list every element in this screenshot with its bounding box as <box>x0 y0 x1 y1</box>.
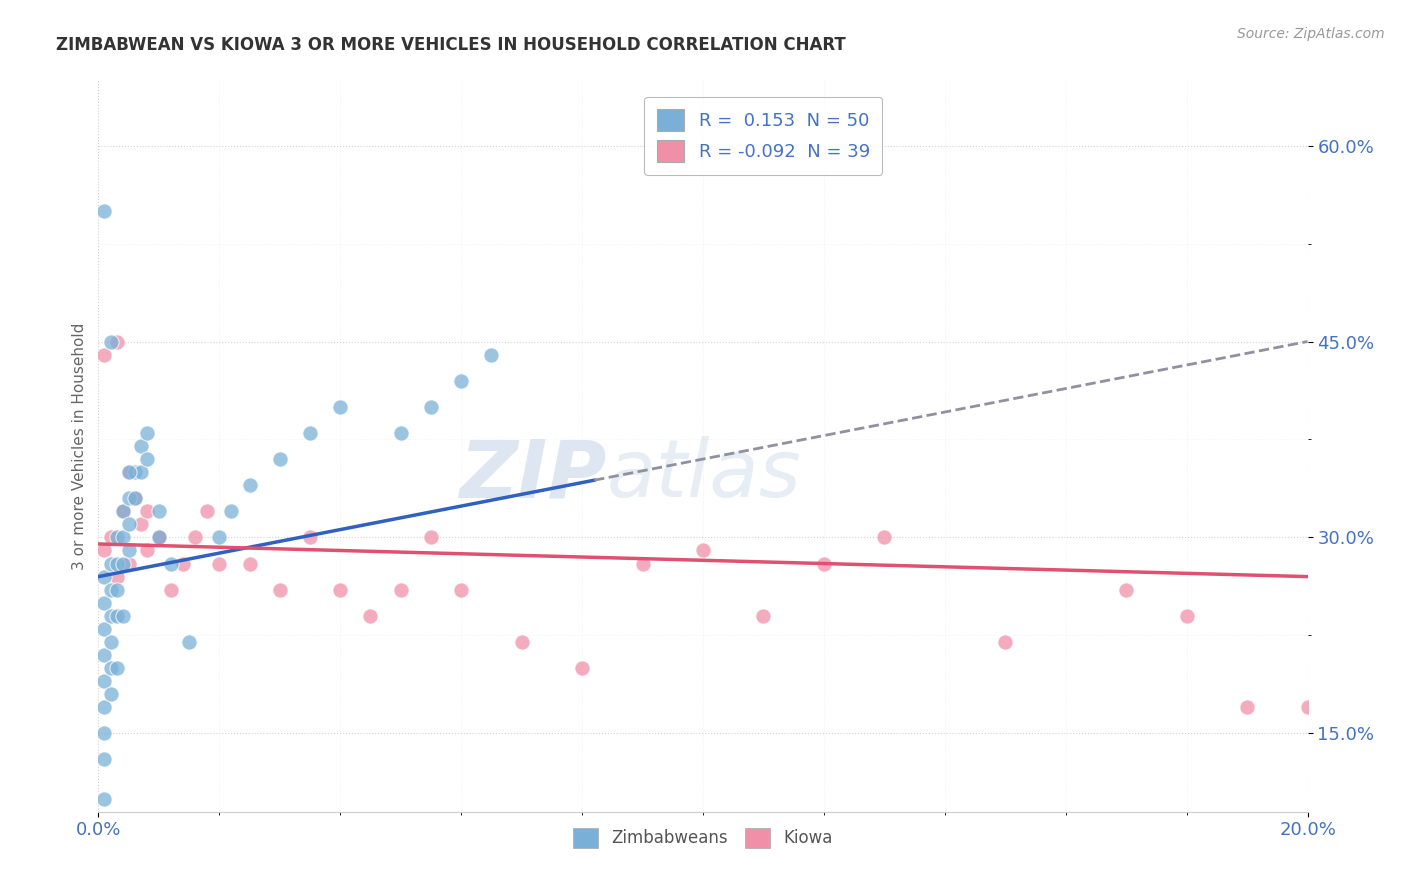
Point <box>208 557 231 571</box>
Point <box>481 347 503 362</box>
Point <box>160 582 183 597</box>
Point <box>105 569 128 583</box>
Y-axis label: 3 or more Vehicles in Household: 3 or more Vehicles in Household <box>72 322 87 570</box>
Point <box>111 530 134 544</box>
Point <box>93 752 115 766</box>
Point <box>105 557 128 571</box>
Point <box>111 608 134 623</box>
Point <box>148 530 170 544</box>
Point <box>100 582 122 597</box>
Point <box>118 465 141 479</box>
Point <box>111 504 134 518</box>
Legend: Zimbabweans, Kiowa: Zimbabweans, Kiowa <box>567 821 839 855</box>
Point <box>118 557 141 571</box>
Point <box>100 557 122 571</box>
Point <box>450 374 472 388</box>
Point <box>135 543 157 558</box>
Point <box>93 622 115 636</box>
Point <box>105 530 128 544</box>
Text: Source: ZipAtlas.com: Source: ZipAtlas.com <box>1237 27 1385 41</box>
Point <box>118 465 141 479</box>
Point <box>1236 700 1258 714</box>
Point <box>93 674 115 689</box>
Point <box>813 557 835 571</box>
Point <box>239 478 262 492</box>
Point <box>994 635 1017 649</box>
Point <box>510 635 533 649</box>
Point <box>195 504 218 518</box>
Point <box>179 635 201 649</box>
Point <box>329 582 352 597</box>
Point <box>269 452 291 467</box>
Text: ZIMBABWEAN VS KIOWA 3 OR MORE VEHICLES IN HOUSEHOLD CORRELATION CHART: ZIMBABWEAN VS KIOWA 3 OR MORE VEHICLES I… <box>56 36 846 54</box>
Point <box>93 791 115 805</box>
Point <box>420 400 443 414</box>
Point <box>420 530 443 544</box>
Point <box>329 400 352 414</box>
Point <box>148 530 170 544</box>
Point <box>105 582 128 597</box>
Point <box>93 347 115 362</box>
Point <box>93 700 115 714</box>
Point <box>105 608 128 623</box>
Point <box>100 661 122 675</box>
Point <box>111 557 134 571</box>
Point <box>299 425 322 440</box>
Point <box>208 530 231 544</box>
Point <box>100 530 122 544</box>
Point <box>111 504 134 518</box>
Point <box>135 504 157 518</box>
Point <box>129 517 152 532</box>
Point <box>93 569 115 583</box>
Point <box>100 608 122 623</box>
Point <box>172 557 194 571</box>
Point <box>1296 700 1319 714</box>
Point <box>1175 608 1198 623</box>
Point <box>389 582 412 597</box>
Point <box>100 635 122 649</box>
Point <box>93 596 115 610</box>
Point <box>450 582 472 597</box>
Point <box>93 543 115 558</box>
Point <box>124 491 146 506</box>
Point <box>360 608 382 623</box>
Point <box>160 557 183 571</box>
Point <box>118 543 141 558</box>
Point <box>135 425 157 440</box>
Point <box>752 608 775 623</box>
Point <box>692 543 714 558</box>
Point <box>118 517 141 532</box>
Point <box>129 439 152 453</box>
Point <box>1115 582 1137 597</box>
Point <box>93 203 115 218</box>
Point <box>148 504 170 518</box>
Point <box>631 557 654 571</box>
Point <box>118 491 141 506</box>
Point <box>221 504 243 518</box>
Point <box>100 687 122 701</box>
Point <box>93 726 115 740</box>
Point <box>269 582 291 597</box>
Point <box>299 530 322 544</box>
Point <box>239 557 262 571</box>
Point <box>129 465 152 479</box>
Point <box>93 648 115 662</box>
Point <box>571 661 593 675</box>
Point <box>124 491 146 506</box>
Text: atlas: atlas <box>606 436 801 515</box>
Point <box>873 530 896 544</box>
Point <box>389 425 412 440</box>
Point <box>100 334 122 349</box>
Point <box>124 465 146 479</box>
Point <box>184 530 207 544</box>
Text: ZIP: ZIP <box>458 436 606 515</box>
Point <box>135 452 157 467</box>
Point <box>148 530 170 544</box>
Point <box>105 661 128 675</box>
Point <box>105 334 128 349</box>
